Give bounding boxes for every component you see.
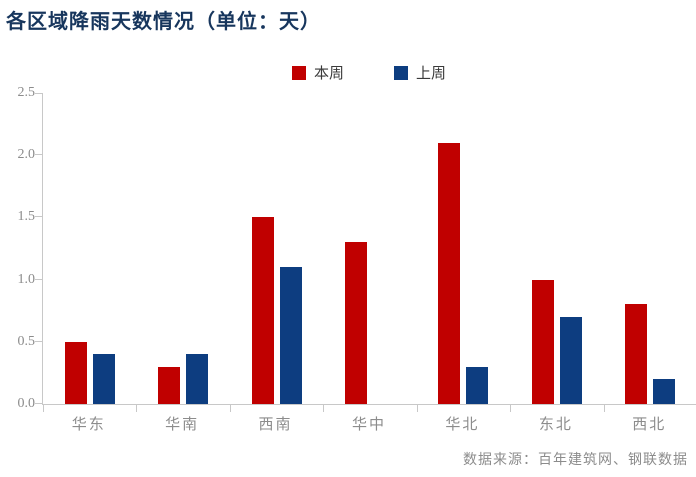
bar-group-7	[604, 93, 696, 404]
y-axis-tick	[35, 278, 43, 280]
bar-last-week-3	[279, 267, 302, 404]
bar-last-week-2	[186, 354, 209, 404]
legend-label-last-week: 上周	[416, 66, 447, 82]
bar-group-5	[417, 93, 510, 404]
y-axis-tick-label: 1.0	[17, 271, 36, 287]
x-axis-label: 西南	[258, 417, 293, 433]
y-axis-tick-label: 2.5	[17, 85, 36, 100]
bar-group-1	[43, 93, 136, 404]
x-axis-label: 东北	[538, 417, 573, 433]
y-axis-tick-label: 1.5	[17, 209, 36, 225]
y-axis-tick	[35, 403, 43, 404]
legend-swatch-this-week-icon	[291, 65, 306, 80]
source-note: 数据来源：百年建筑网、钢联数据	[463, 453, 688, 468]
y-axis-tick	[35, 93, 43, 94]
x-axis-tick	[603, 404, 605, 412]
bar-this-week-5	[438, 142, 461, 404]
x-axis-label: 华南	[165, 417, 200, 433]
y-axis-tick	[35, 216, 43, 218]
bar-group-2	[136, 93, 229, 404]
bar-this-week-6	[531, 279, 554, 404]
chart-title: 各区域降雨天数情况（单位：天）	[6, 11, 321, 33]
x-axis-tick	[510, 404, 512, 412]
bar-this-week-4	[344, 242, 367, 404]
x-axis-tick	[136, 404, 138, 412]
bar-this-week-7	[625, 304, 648, 404]
x-axis-tick	[416, 404, 418, 412]
legend: 本周 上周	[42, 62, 696, 83]
bar-this-week-3	[251, 217, 274, 404]
x-axis-tick	[229, 404, 231, 412]
y-axis-tick-label: 0.0	[17, 396, 36, 411]
bar-last-week-6	[559, 316, 582, 404]
x-axis-tick	[43, 404, 44, 412]
x-axis-label: 华中	[351, 417, 386, 433]
x-axis-label: 华东	[71, 417, 106, 433]
legend-swatch-last-week-icon	[394, 65, 408, 80]
y-axis-tick-label: 2.0	[17, 147, 36, 163]
y-axis-tick-label: 0.5	[17, 333, 36, 349]
bar-last-week-1	[92, 354, 115, 404]
y-axis-tick	[35, 340, 43, 342]
x-axis-label: 华北	[445, 417, 480, 433]
x-axis-labels: 华东 华南 西南 华中 华北 东北 西北	[42, 413, 696, 434]
bar-last-week-7	[653, 379, 676, 404]
legend-item-last-week: 上周	[394, 62, 446, 83]
bar-this-week-2	[158, 366, 181, 404]
bar-last-week-5	[466, 366, 489, 404]
plot-area: 0.0 0.5 1.0 1.5 2.0 2.5	[18, 85, 696, 412]
bar-group-6	[510, 93, 603, 404]
x-axis-label: 西北	[632, 417, 667, 433]
legend-label-this-week: 本周	[313, 66, 344, 82]
bar-this-week-1	[64, 341, 87, 404]
legend-item-this-week: 本周	[291, 62, 344, 83]
bar-group-4	[323, 93, 416, 404]
x-axis-tick	[323, 404, 325, 412]
bar-group-3	[230, 93, 323, 404]
y-axis-tick	[35, 154, 43, 156]
